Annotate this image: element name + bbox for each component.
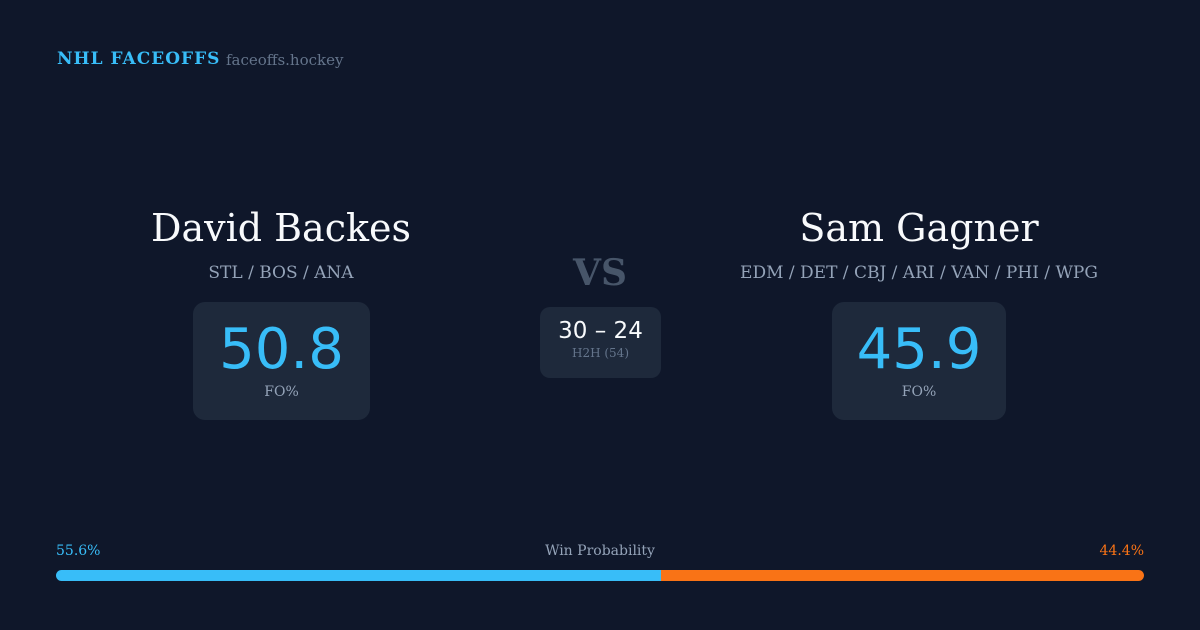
- player2-name: Sam Gagner: [799, 206, 1039, 250]
- h2h-label: H2H (54): [571, 346, 629, 360]
- player1-win-bar: [56, 570, 661, 581]
- player2-win-pct: 44.4%: [1099, 543, 1144, 559]
- player2-teams: EDM / DET / CBJ / ARI / VAN / PHI / WPG: [740, 263, 1098, 283]
- player1-fo-label: FO%: [264, 384, 299, 400]
- h2h-score: 30 – 24: [558, 318, 643, 344]
- player2-fo-pct: 45.9: [856, 317, 982, 382]
- h2h-card: 30 – 24 H2H (54): [540, 307, 661, 378]
- win-probability-label: Win Probability: [545, 543, 655, 559]
- player2-fo-label: FO%: [901, 384, 937, 400]
- player1-name: David Backes: [150, 206, 412, 250]
- player2-fo-card: 45.9 FO%: [832, 302, 1006, 420]
- player1-win-pct: 55.6%: [56, 543, 101, 559]
- brand-logo: NHL FACEOFFS: [57, 49, 221, 69]
- vs-label: VS: [573, 252, 627, 294]
- player1-fo-pct: 50.8: [219, 317, 344, 382]
- win-probability-bar: [56, 570, 1144, 581]
- player1-teams: STL / BOS / ANA: [208, 263, 354, 283]
- player1-fo-card: 50.8 FO%: [193, 302, 370, 420]
- player2-win-bar: [660, 570, 1144, 581]
- site-domain: faceoffs.hockey: [226, 51, 344, 69]
